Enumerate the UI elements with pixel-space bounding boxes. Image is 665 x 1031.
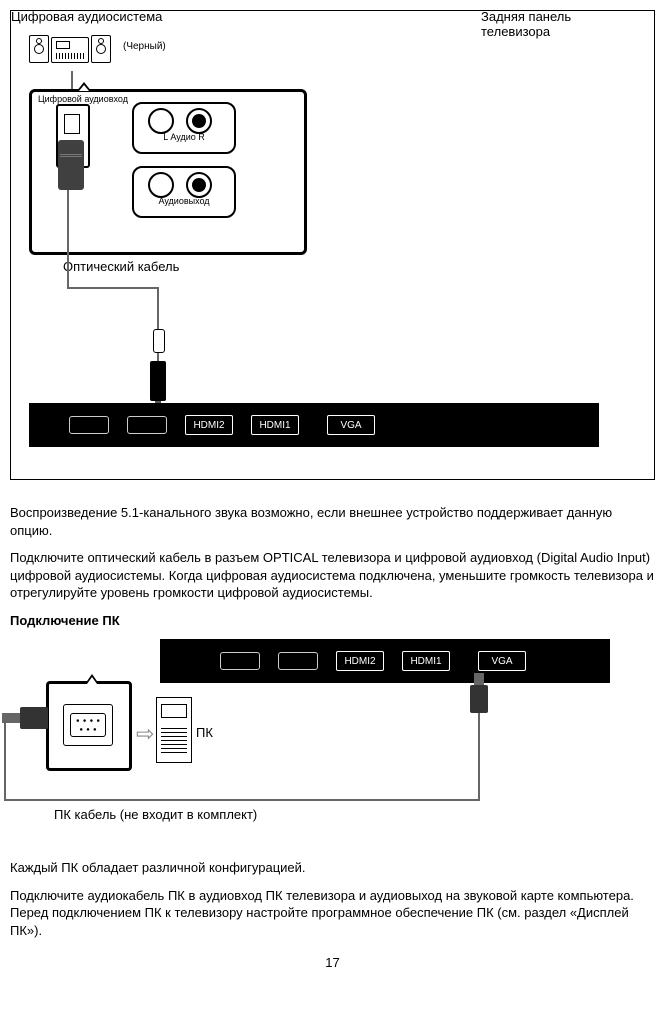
port-slot-icon xyxy=(69,416,109,434)
cable-segment xyxy=(67,287,157,289)
tv-port-bar: HDMI2 HDMI1 VGA xyxy=(29,403,599,447)
hdmi1-port: HDMI1 xyxy=(402,651,450,671)
hdmi1-port: HDMI1 xyxy=(251,415,299,435)
pc-cable-label: ПК кабель (не входит в комплект) xyxy=(54,807,257,822)
pc-connection-figure: HDMI2 HDMI1 VGA ⇨ ПК ПК кабель (не входи… xyxy=(10,639,655,839)
cable-segment xyxy=(4,717,6,799)
port-slot-icon xyxy=(278,652,318,670)
optical-plug-icon xyxy=(58,140,84,190)
paragraph-optical-instruction: Подключите оптический кабель в разъем OP… xyxy=(10,549,655,602)
cable-segment xyxy=(4,799,480,801)
paragraph-pc-config: Каждый ПК обладает различной конфигураци… xyxy=(10,859,655,877)
vga-port: VGA xyxy=(478,651,526,671)
pc-tower-icon xyxy=(156,697,192,763)
pc-label: ПК xyxy=(196,725,213,740)
cable-segment xyxy=(71,71,73,89)
hdmi2-port: HDMI2 xyxy=(336,651,384,671)
digital-audio-device-icon xyxy=(29,35,119,73)
tv-port-bar: HDMI2 HDMI1 VGA xyxy=(160,639,610,683)
page-number: 17 xyxy=(10,955,655,970)
tv-back-panel-label: Задняя панель телевизора xyxy=(481,9,571,39)
digital-audio-in-label: Цифровой аудиовход xyxy=(38,94,128,104)
port-slot-icon xyxy=(127,416,167,434)
cable-segment xyxy=(4,717,20,719)
cable-segment xyxy=(67,187,69,287)
connector-plug-icon xyxy=(150,361,166,401)
vga-panel-icon xyxy=(46,681,132,771)
audio-panel: Цифровой аудиовход L Аудио R Аудиовыход xyxy=(29,89,307,255)
audio-lr-group: L Аудио R xyxy=(132,102,236,154)
audio-out-label: Аудиовыход xyxy=(134,196,234,206)
port-slot-icon xyxy=(220,652,260,670)
l-audio-r-label: L Аудио R xyxy=(134,132,234,142)
hdmi2-port: HDMI2 xyxy=(185,415,233,435)
digital-audio-figure: Цифровая аудиосистема Задняя панель теле… xyxy=(10,10,655,480)
paragraph-5-1-audio: Воспроизведение 5.1-канального звука воз… xyxy=(10,504,655,539)
arrow-icon: ⇨ xyxy=(136,721,154,747)
digital-audio-title: Цифровая аудиосистема xyxy=(11,9,162,24)
vga-connector-icon xyxy=(63,704,113,746)
vga-plug-icon xyxy=(470,685,488,713)
pc-connection-heading: Подключение ПК xyxy=(10,612,655,630)
vga-plug-icon xyxy=(20,707,48,729)
cable-segment xyxy=(478,713,480,801)
paragraph-pc-audio-instruction: Подключите аудиокабель ПК в аудиовход ПК… xyxy=(10,887,655,940)
black-label: (Черный) xyxy=(123,41,166,52)
ferrite-icon xyxy=(153,329,165,353)
vga-port: VGA xyxy=(327,415,375,435)
optical-cable-label: Оптический кабель xyxy=(63,259,179,274)
audio-out-group: Аудиовыход xyxy=(132,166,236,218)
